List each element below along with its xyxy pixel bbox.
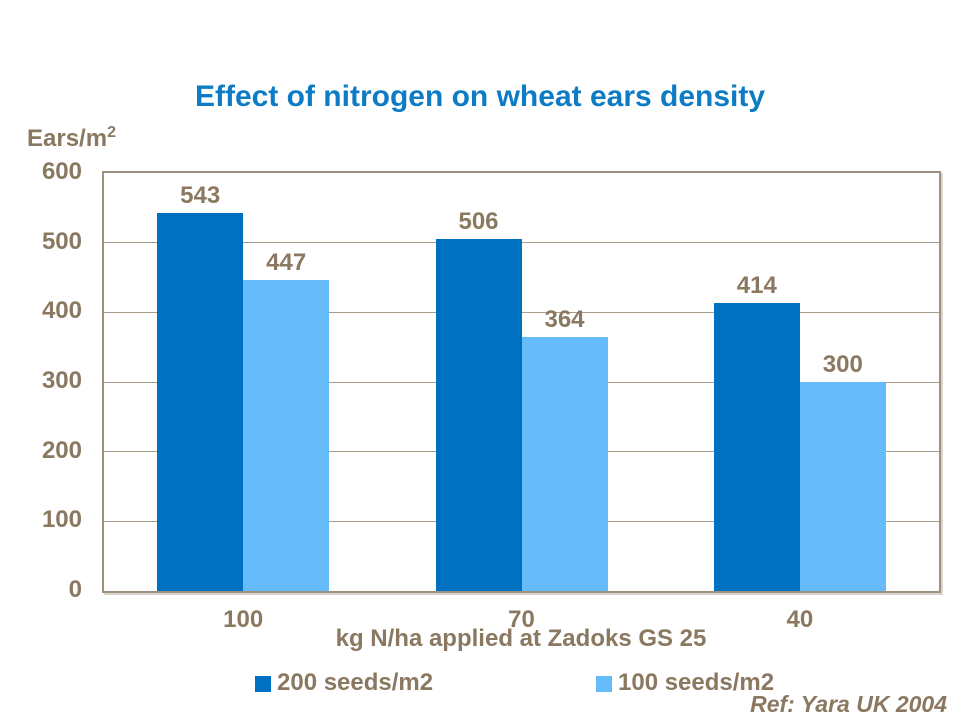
x-tick-label: 70 bbox=[508, 606, 535, 633]
y-tick-label: 100 bbox=[41, 506, 82, 534]
bar-100-seeds-m2-n40 bbox=[799, 382, 886, 591]
chart-title: Effect of nitrogen on wheat ears density bbox=[194, 80, 766, 113]
y-tick-label: 600 bbox=[41, 158, 82, 185]
legend-swatch-100-seeds-icon bbox=[596, 676, 612, 692]
bar-200-seeds-m2-n100 bbox=[157, 212, 244, 591]
y-tick-label: 0 bbox=[68, 576, 82, 603]
bar-value-label: 447 bbox=[266, 248, 307, 276]
x-axis-title: kg N/ha applied at Zadoks GS 25 bbox=[335, 625, 707, 652]
y-tick-label: 500 bbox=[41, 227, 82, 255]
bar-100-seeds-m2-n70 bbox=[521, 337, 608, 591]
legend-label-100-seeds: 100 seeds/m2 bbox=[618, 669, 775, 696]
y-axis-unit-base: Ears/m bbox=[27, 125, 108, 152]
bar-200-seeds-m2-n40 bbox=[713, 302, 800, 591]
y-axis-unit-label: Ears/m2 bbox=[27, 119, 116, 153]
x-tick-label: 40 bbox=[786, 606, 814, 633]
y-tick-label: 200 bbox=[41, 436, 82, 464]
plot-area: 543 447 506 364 414 300 bbox=[102, 171, 941, 593]
gridline bbox=[104, 311, 939, 313]
legend-label-200-seeds: 200 seeds/m2 bbox=[277, 669, 434, 696]
y-tick-label: 400 bbox=[41, 297, 82, 325]
bar-value-label: 543 bbox=[180, 181, 221, 209]
bar-value-label: 414 bbox=[736, 271, 777, 299]
bar-value-label: 364 bbox=[544, 306, 585, 334]
bar-value-label: 506 bbox=[458, 207, 499, 235]
reference-note: Ref: Yara UK 2004 bbox=[750, 691, 947, 717]
legend-item-100-seeds: 100 seeds/m2 bbox=[596, 670, 774, 696]
bar-100-seeds-m2-n100 bbox=[243, 279, 330, 591]
bar-200-seeds-m2-n70 bbox=[435, 238, 522, 591]
x-tick-label: 100 bbox=[223, 606, 264, 633]
y-tick-label: 300 bbox=[41, 367, 82, 394]
bar-value-label: 300 bbox=[822, 351, 863, 378]
gridline bbox=[104, 242, 939, 244]
y-axis-unit-superscript: 2 bbox=[107, 124, 116, 141]
legend-item-200-seeds: 200 seeds/m2 bbox=[255, 670, 433, 696]
legend-swatch-200-seeds-icon bbox=[255, 676, 271, 692]
